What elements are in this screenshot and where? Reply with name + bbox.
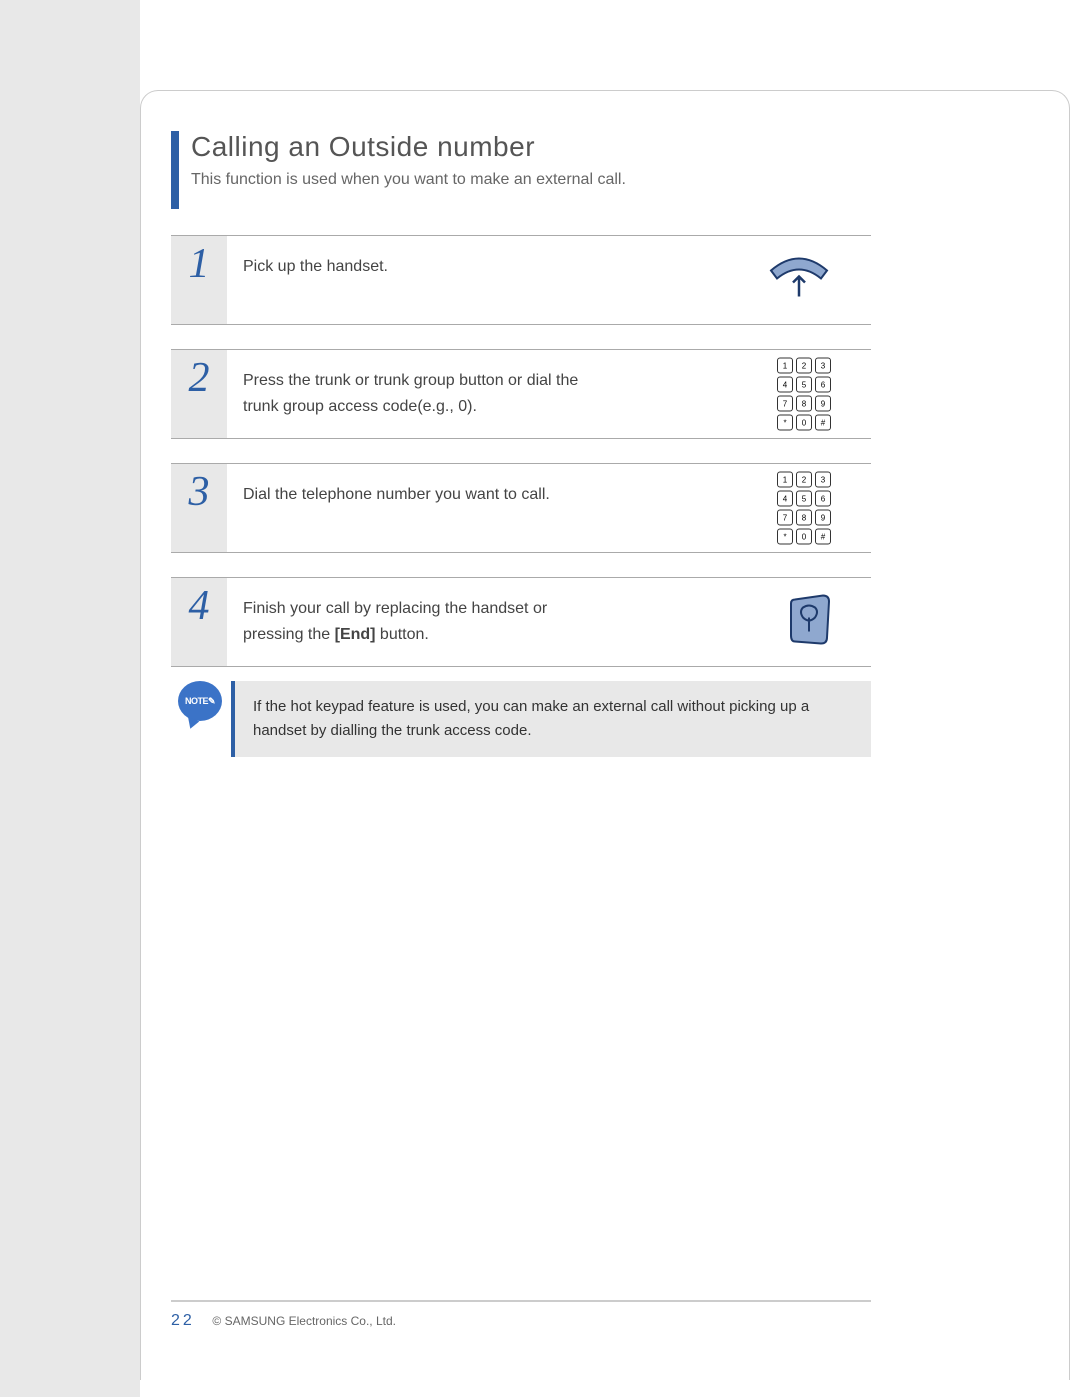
step-text: Press the trunk or trunk group button or…	[227, 350, 607, 437]
brand-bold: Office	[158, 60, 249, 93]
step-row: 1 Pick up the handset.	[171, 235, 871, 325]
brand-logo: OfficeServ	[158, 60, 315, 94]
keypad-key: 4	[777, 377, 793, 393]
keypad-key: 9	[815, 510, 831, 526]
page-number: 22	[171, 1312, 195, 1329]
step-number: 3	[171, 464, 227, 552]
keypad-key: 7	[777, 510, 793, 526]
step-row: 3 Dial the telephone number you want to …	[171, 463, 871, 553]
note-bubble-icon: NOTE ✎	[171, 681, 231, 727]
keypad-key: 6	[815, 377, 831, 393]
step-number: 1	[171, 236, 227, 324]
keypad-key: 8	[796, 396, 812, 412]
steps-container: 1 Pick up the handset. 2 Press the trunk…	[171, 211, 871, 667]
keypad-key: 0	[796, 415, 812, 431]
handset-icon	[767, 253, 831, 308]
step-text: Finish your call by replacing the handse…	[227, 578, 607, 665]
keypad-key: 0	[796, 529, 812, 545]
step-text-post: button.	[375, 626, 428, 643]
keypad-key: *	[777, 529, 793, 545]
brand-light: Serv	[249, 60, 315, 93]
page-footer: 22 © SAMSUNG Electronics Co., Ltd.	[171, 1300, 871, 1330]
note-container: NOTE ✎ If the hot keypad feature is used…	[171, 681, 871, 757]
note-label: NOTE	[185, 696, 208, 706]
page-card: Calling an Outside number This function …	[140, 90, 1070, 1380]
page-subtitle: This function is used when you want to m…	[191, 171, 626, 189]
step-row: 4 Finish your call by replacing the hand…	[171, 577, 871, 667]
copyright: © SAMSUNG Electronics Co., Ltd.	[212, 1314, 396, 1328]
keypad-key: 5	[796, 377, 812, 393]
sidebar-band	[0, 0, 140, 1397]
keypad-key: #	[815, 529, 831, 545]
keypad-key: 7	[777, 396, 793, 412]
keypad-key: #	[815, 415, 831, 431]
keypad-key: 2	[796, 472, 812, 488]
title-accent-bar	[171, 131, 179, 209]
keypad-key: 4	[777, 491, 793, 507]
keypad-key: 2	[796, 358, 812, 374]
step-row: 2 Press the trunk or trunk group button …	[171, 349, 871, 439]
keypad-key: 6	[815, 491, 831, 507]
note-text: If the hot keypad feature is used, you c…	[231, 681, 871, 757]
step-number: 2	[171, 350, 227, 438]
end-button-icon	[789, 594, 831, 651]
keypad-icon: 123 456 789 *0#	[777, 358, 831, 431]
step-text-bold: [End]	[335, 626, 376, 643]
page-title: Calling an Outside number	[191, 131, 535, 163]
keypad-key: 1	[777, 358, 793, 374]
keypad-icon: 123 456 789 *0#	[777, 472, 831, 545]
step-text: Pick up the handset.	[227, 236, 607, 298]
step-text: Dial the telephone number you want to ca…	[227, 464, 607, 526]
brand-tagline: Enterprise IP Solutions	[160, 48, 263, 58]
keypad-key: 3	[815, 358, 831, 374]
keypad-key: 1	[777, 472, 793, 488]
keypad-key: 9	[815, 396, 831, 412]
keypad-key: *	[777, 415, 793, 431]
keypad-key: 8	[796, 510, 812, 526]
keypad-key: 5	[796, 491, 812, 507]
step-number: 4	[171, 578, 227, 666]
keypad-key: 3	[815, 472, 831, 488]
